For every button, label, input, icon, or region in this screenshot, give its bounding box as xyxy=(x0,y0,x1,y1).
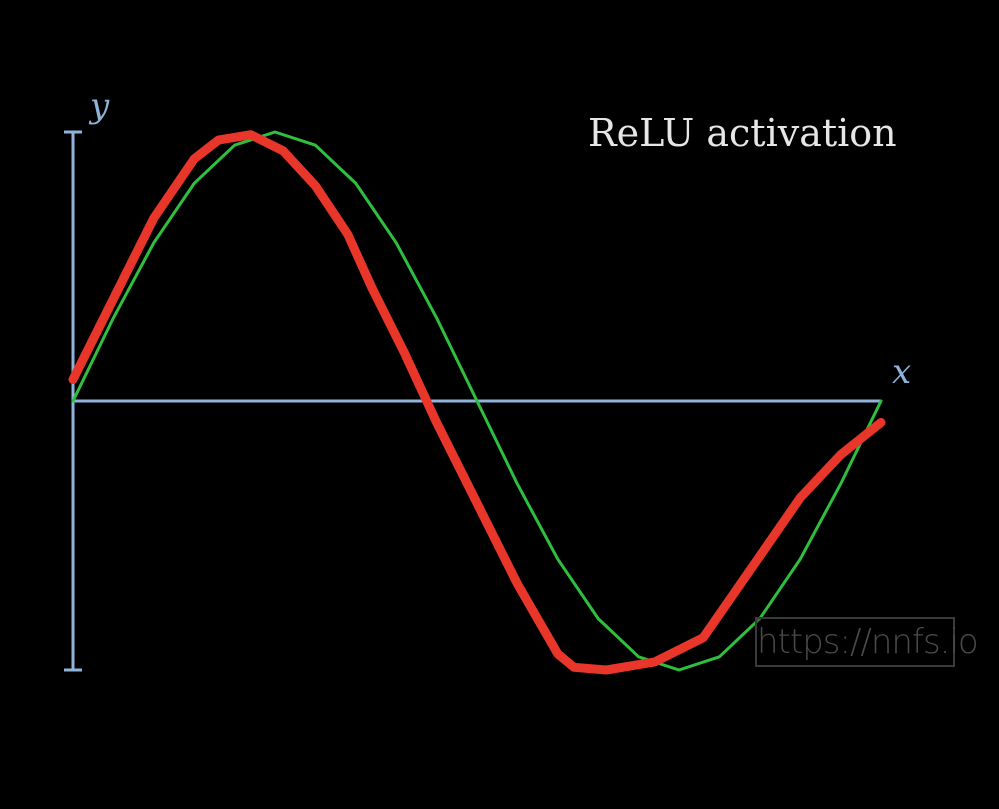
x-axis-label: x xyxy=(892,352,911,392)
chart-title: ReLU activation xyxy=(588,111,897,155)
relu-approximation-line xyxy=(68,130,886,675)
axes xyxy=(64,130,881,672)
series-layer xyxy=(68,130,886,675)
watermark: https://nnfs.io xyxy=(755,617,979,667)
sine-target-line xyxy=(71,130,883,672)
y-axis-label: y xyxy=(88,86,110,126)
